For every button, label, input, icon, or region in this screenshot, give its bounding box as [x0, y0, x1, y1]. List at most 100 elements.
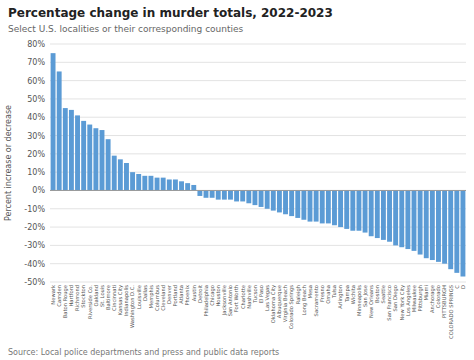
grid-line [50, 44, 466, 45]
bar [100, 130, 105, 190]
x-tick-label: Houston [215, 285, 221, 307]
bar [204, 190, 209, 197]
bar [234, 190, 239, 201]
bar [308, 190, 313, 221]
y-tick-label: 50% [27, 95, 45, 104]
bar [142, 176, 147, 191]
y-tick-label: 30% [27, 132, 45, 141]
x-tick-label: New Orleans [368, 285, 374, 318]
bar [436, 190, 441, 261]
bar [338, 190, 343, 227]
x-tick-label: Richmond [74, 285, 80, 311]
x-tick-label: Milwaukee [411, 285, 417, 312]
bar [344, 190, 349, 228]
bar [314, 190, 319, 221]
bar [265, 190, 270, 208]
x-tick-label: Fort Worth [233, 285, 239, 312]
bar [350, 190, 355, 230]
x-tick-label: Miami [423, 285, 429, 301]
bar [301, 190, 306, 219]
grid-line [50, 98, 466, 99]
x-tick-label: D [460, 285, 466, 289]
bar [381, 190, 386, 239]
bar [51, 53, 56, 190]
x-tick-label: Dallas [142, 285, 148, 301]
y-tick-label: 10% [27, 168, 45, 177]
bar [161, 178, 166, 191]
y-tick-label: -40% [24, 260, 45, 269]
chart: Percentage change in murder totals, 2022… [0, 0, 474, 360]
x-tick-label: COLORADO SPRINGS [448, 285, 454, 339]
x-tick-label: Louisville [136, 285, 142, 309]
bar [326, 190, 331, 223]
bar [81, 121, 86, 191]
bar [148, 176, 153, 191]
x-tick-label: Columbus [154, 285, 160, 311]
bar [216, 190, 221, 199]
x-tick-label: Boston [374, 285, 380, 303]
x-tick-label: Detroit [197, 285, 203, 303]
x-tick-label: Hartford [68, 285, 74, 307]
x-tick-label: Wichita [350, 285, 356, 304]
bar [320, 190, 325, 223]
x-tick-label: Atlanta [178, 285, 184, 304]
grid-line [50, 62, 466, 63]
bar [252, 190, 257, 205]
y-tick-label: 80% [27, 40, 45, 49]
subtitle: Select U.S. localities or their correspo… [8, 24, 244, 34]
y-axis-label: Percent increase or decrease [4, 105, 13, 221]
grid-line [50, 190, 466, 191]
x-tick-label: Oakland [93, 285, 99, 306]
x-tick-label: St. Louis [99, 285, 105, 307]
y-tick-label: -20% [24, 223, 45, 232]
bar [295, 190, 300, 217]
bar [167, 179, 172, 190]
x-tick-label: San Antonio [227, 285, 233, 316]
x-tick-label: Newark [50, 285, 56, 305]
y-tick-label: 40% [27, 113, 45, 122]
bar [424, 190, 429, 258]
x-tick-label: Phoenix [184, 285, 190, 306]
x-tick-label: Sacramento [313, 285, 319, 316]
bar [136, 174, 141, 190]
y-tick-label: -50% [24, 278, 45, 287]
y-axis: -50%-40%-30%-20%-10%0%10%20%30%40%50%60%… [24, 40, 466, 287]
x-tick-label: Cincinnati [111, 285, 117, 311]
x-tick-label: San Francisco [386, 285, 392, 321]
x-tick-label: Baltimore [105, 285, 111, 310]
bar [454, 190, 459, 272]
title: Percentage change in murder totals, 2022… [8, 6, 333, 20]
x-tick-label: Mesa [307, 285, 313, 299]
bar [289, 190, 294, 216]
grid-line [50, 80, 466, 81]
bar [405, 190, 410, 249]
y-tick-label: 20% [27, 150, 45, 159]
x-axis: NewarkCamdenBaton RougeHartfordRichmondS… [50, 284, 466, 339]
y-tick-label: 60% [27, 77, 45, 86]
bar [277, 190, 282, 212]
bar [259, 190, 264, 206]
x-tick-label: Stockton [80, 285, 86, 308]
zero-line [50, 190, 466, 191]
bar [185, 183, 190, 190]
bar [387, 190, 392, 241]
x-tick-label: Tulsa [331, 285, 337, 299]
bar [418, 190, 423, 254]
x-tick-label: PITTSBURGH [441, 285, 447, 318]
bar [130, 172, 135, 190]
bar [283, 190, 288, 214]
grid-line [50, 282, 466, 283]
x-tick-label: Denver [166, 284, 172, 304]
x-tick-label: Riverside Co. [87, 285, 93, 319]
y-tick-label: -10% [24, 205, 45, 214]
bar [118, 159, 123, 190]
bar [240, 190, 245, 201]
bar [155, 178, 160, 191]
bar [375, 190, 380, 238]
x-tick-label: Colorado [435, 285, 441, 308]
x-tick-label: Nashville [246, 285, 252, 309]
y-tick-label: 0% [32, 186, 45, 195]
x-tick-label: C [454, 285, 460, 289]
bar [106, 139, 111, 190]
x-tick-label: El Paso [258, 285, 264, 303]
